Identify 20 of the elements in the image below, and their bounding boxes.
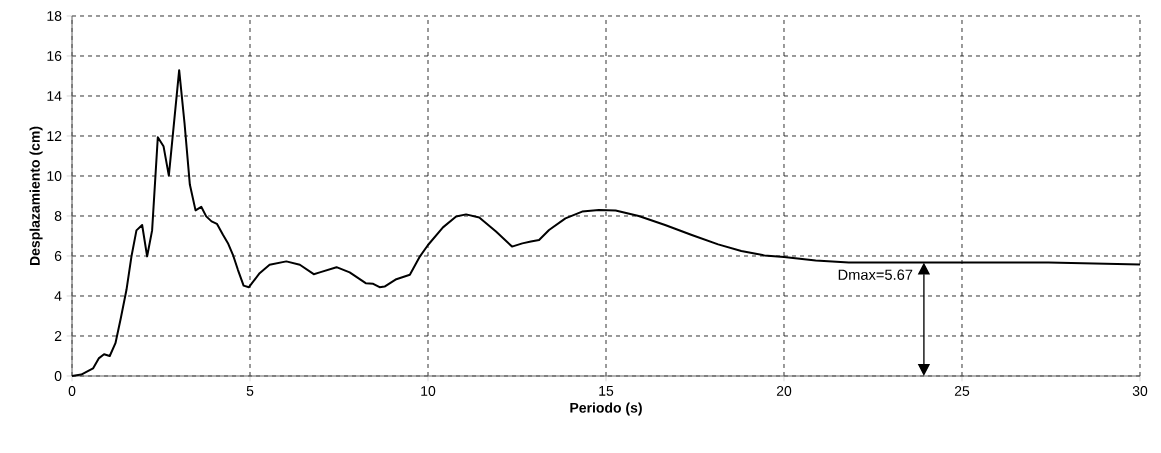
y-tick-label: 2 <box>54 331 62 341</box>
y-tick-label: 8 <box>54 211 62 221</box>
x-tick-label: 0 <box>68 386 76 396</box>
x-tick-label: 5 <box>246 386 254 396</box>
y-tick-label: 16 <box>47 51 62 61</box>
x-tick-label: 20 <box>776 386 792 396</box>
y-tick-label: 4 <box>54 291 62 301</box>
x-axis-title: Periodo (s) <box>570 402 642 416</box>
y-tick-label: 14 <box>47 91 62 101</box>
y-axis-title: Desplazamiento (cm) <box>29 126 43 266</box>
x-tick-label: 25 <box>954 386 970 396</box>
y-tick-label: 18 <box>47 11 62 21</box>
y-tick-label: 12 <box>47 131 62 141</box>
annotation: Dmax=5.67 <box>838 269 913 280</box>
x-tick-label: 30 <box>1132 386 1148 396</box>
x-tick-label: 15 <box>599 386 614 396</box>
y-tick-label: 10 <box>47 171 62 181</box>
y-tick-label: 6 <box>54 251 62 261</box>
y-tick-label: 0 <box>54 371 62 381</box>
x-tick-label: 10 <box>421 386 436 396</box>
